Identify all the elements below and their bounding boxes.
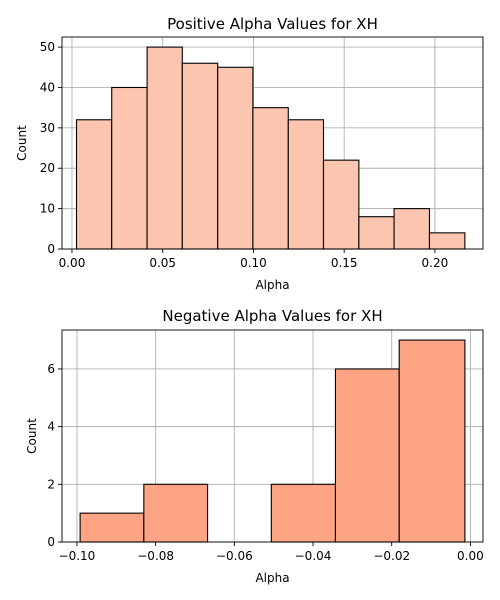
y-axis-label: Count (15, 125, 29, 161)
x-tick-label: 0.00 (59, 256, 86, 270)
histogram-bar (217, 66, 254, 250)
histogram-bar (270, 483, 337, 543)
histogram-bar (393, 208, 431, 250)
x-tick-label: −0.08 (137, 549, 174, 563)
x-tick-label: 0.15 (331, 256, 358, 270)
y-axis-label: Count (25, 418, 39, 454)
y-tick-label: 6 (47, 362, 55, 376)
histogram-bar (181, 62, 219, 250)
histogram-bar (111, 86, 148, 250)
histogram-bar (334, 368, 400, 543)
plot-frame (61, 36, 484, 250)
chart-title: Negative Alpha Values for XH (162, 307, 382, 325)
histogram-bar (143, 483, 209, 543)
histogram-bar (287, 119, 325, 250)
y-tick-label: 50 (40, 40, 55, 54)
x-tick-label: 0.00 (457, 549, 484, 563)
y-tick-label: 0 (47, 535, 55, 549)
histogram-bar (322, 159, 360, 250)
y-tick-label: 10 (40, 202, 55, 216)
x-axis-label: Alpha (255, 571, 289, 585)
y-tick-label: 30 (40, 121, 55, 135)
x-tick-label: 0.10 (240, 256, 267, 270)
y-tick-label: 4 (47, 420, 55, 434)
histogram-bar (79, 512, 145, 543)
histogram-bar (428, 232, 466, 250)
histogram-bar (146, 46, 183, 250)
positive-alpha-histogram: 0.00 0.05 0.10 0.15 0.20 0 10 20 30 40 50 Positive … (15, 15, 484, 292)
plot-frame (61, 329, 484, 543)
chart-title: Positive Alpha Values for XH (167, 15, 378, 33)
x-tick-label: 0.05 (149, 256, 176, 270)
x-tick-label: −0.06 (216, 549, 253, 563)
histogram-bar (358, 216, 395, 250)
y-tick-label: 20 (40, 161, 55, 175)
y-tick-label: 0 (47, 242, 55, 256)
y-tick-label: 2 (47, 477, 55, 491)
histogram-bar (252, 107, 289, 250)
x-tick-label: −0.04 (295, 549, 332, 563)
negative-alpha-histogram: −0.10 −0.08 −0.06 −0.04 −0.02 0.00 0 2 4 6 Negativ… (25, 307, 484, 585)
y-tick-label: 40 (40, 80, 55, 94)
histogram-bar (75, 119, 113, 250)
x-tick-label: 0.20 (422, 256, 449, 270)
x-tick-label: −0.10 (59, 549, 96, 563)
x-tick-label: −0.02 (373, 549, 410, 563)
x-axis-label: Alpha (255, 278, 289, 292)
histogram-bar (398, 339, 466, 543)
